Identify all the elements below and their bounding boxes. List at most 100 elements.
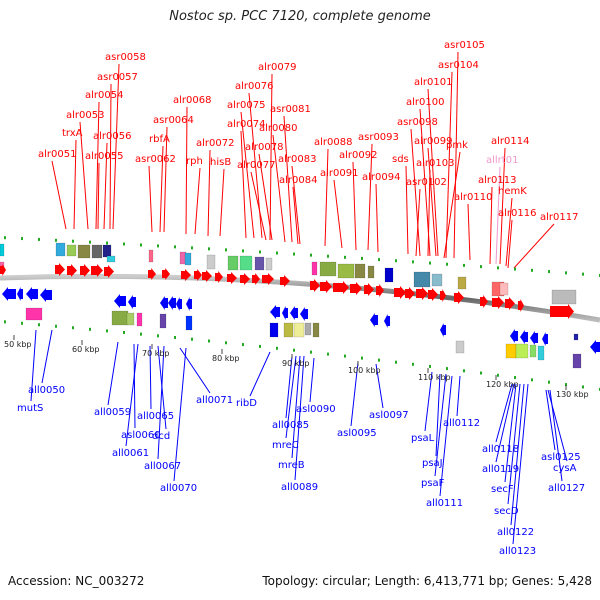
- forward-gene-label[interactable]: trxA: [62, 128, 83, 139]
- forward-gene-arrow[interactable]: [80, 264, 90, 277]
- reverse-gene-arrow[interactable]: [290, 306, 298, 320]
- reverse-gene-arrow[interactable]: [186, 297, 192, 311]
- reverse-gene-arrow[interactable]: [2, 287, 16, 301]
- reverse-gene-label[interactable]: asl0090: [296, 404, 336, 415]
- forward-gene-label[interactable]: alr0074: [227, 119, 265, 130]
- forward-gene-label[interactable]: pmk: [446, 140, 468, 151]
- reverse-gene-label[interactable]: all0118: [482, 444, 519, 455]
- reverse-gene-arrow[interactable]: [300, 307, 308, 321]
- gene-box[interactable]: [66, 244, 77, 257]
- gene-box[interactable]: [77, 244, 91, 259]
- forward-gene-label[interactable]: alr0055: [85, 151, 123, 162]
- forward-gene-arrow[interactable]: [394, 286, 406, 299]
- forward-gene-label[interactable]: alr0054: [85, 90, 123, 101]
- forward-gene-arrow[interactable]: [416, 287, 428, 300]
- reverse-gene-arrow[interactable]: [168, 296, 176, 310]
- forward-gene-label[interactable]: asr0081: [270, 104, 311, 115]
- forward-gene-arrow[interactable]: [440, 289, 446, 302]
- forward-gene-label[interactable]: alr0051: [38, 149, 76, 160]
- gene-box[interactable]: [354, 263, 366, 279]
- gene-box[interactable]: [126, 312, 135, 326]
- reverse-gene-label[interactable]: all0119: [482, 464, 519, 475]
- forward-gene-label[interactable]: asr0105: [444, 40, 485, 51]
- reverse-gene-arrow[interactable]: [590, 340, 600, 354]
- reverse-gene-label[interactable]: all0070: [160, 483, 197, 494]
- forward-gene-label[interactable]: alr0101: [414, 77, 452, 88]
- forward-gene-label[interactable]: alr0075: [227, 100, 265, 111]
- forward-gene-label[interactable]: rph: [186, 156, 203, 167]
- forward-gene-label[interactable]: alr0080: [259, 123, 297, 134]
- gene-box[interactable]: [311, 261, 318, 276]
- forward-gene-arrow[interactable]: [492, 296, 504, 309]
- forward-gene-arrow[interactable]: [480, 295, 488, 308]
- gene-box[interactable]: [136, 312, 143, 327]
- forward-gene-arrow[interactable]: [227, 272, 237, 284]
- reverse-gene-label[interactable]: all0061: [112, 448, 149, 459]
- forward-gene-label[interactable]: alr0113: [478, 175, 516, 186]
- forward-gene-label[interactable]: alr0084: [279, 175, 317, 186]
- forward-gene-label[interactable]: alr0077: [237, 160, 275, 171]
- forward-gene-arrow[interactable]: [0, 264, 6, 276]
- forward-gene-arrow[interactable]: [240, 273, 250, 285]
- reverse-gene-label[interactable]: all0065: [137, 411, 174, 422]
- reverse-gene-label[interactable]: all0123: [499, 546, 536, 557]
- gene-box[interactable]: [0, 243, 5, 257]
- forward-gene-arrow[interactable]: [350, 282, 362, 295]
- reverse-gene-label[interactable]: all0071: [196, 395, 233, 406]
- gene-box[interactable]: [239, 255, 253, 271]
- forward-gene-label[interactable]: alr0056: [93, 131, 131, 142]
- forward-gene-label[interactable]: alr0076: [235, 81, 273, 92]
- gene-box[interactable]: [227, 255, 239, 271]
- reverse-gene-label[interactable]: psaJ: [422, 458, 443, 469]
- forward-gene-label[interactable]: asr0102: [406, 177, 447, 188]
- reverse-gene-label[interactable]: mreC: [272, 440, 299, 451]
- gene-box[interactable]: [111, 310, 129, 326]
- forward-gene-label[interactable]: alr0116: [498, 208, 536, 219]
- forward-gene-arrow[interactable]: [67, 264, 77, 277]
- gene-box[interactable]: [265, 257, 273, 271]
- forward-gene-label[interactable]: alr0068: [173, 95, 211, 106]
- forward-gene-label[interactable]: alr0099: [414, 136, 452, 147]
- forward-gene-arrow[interactable]: [550, 304, 574, 319]
- forward-gene-label[interactable]: asr0093: [358, 132, 399, 143]
- gene-box[interactable]: [283, 322, 294, 338]
- gene-box[interactable]: [499, 282, 509, 296]
- reverse-gene-label[interactable]: all0111: [426, 498, 463, 509]
- gene-box[interactable]: [515, 343, 529, 359]
- forward-gene-arrow[interactable]: [320, 280, 332, 293]
- reverse-gene-label[interactable]: dcd: [152, 431, 170, 442]
- forward-gene-arrow[interactable]: [104, 265, 114, 278]
- gene-box[interactable]: [184, 252, 192, 266]
- forward-gene-label[interactable]: asr0064: [153, 115, 194, 126]
- gene-box[interactable]: [551, 289, 577, 305]
- gene-box[interactable]: [572, 353, 582, 369]
- forward-gene-arrow[interactable]: [55, 263, 65, 276]
- gene-box[interactable]: [312, 322, 320, 338]
- reverse-gene-arrow[interactable]: [282, 306, 288, 320]
- reverse-gene-label[interactable]: all0089: [281, 482, 318, 493]
- reverse-gene-arrow[interactable]: [530, 331, 538, 345]
- gene-box[interactable]: [384, 267, 394, 283]
- forward-gene-arrow[interactable]: [91, 264, 103, 277]
- gene-box[interactable]: [413, 271, 431, 288]
- gene-box[interactable]: [367, 265, 375, 279]
- gene-box[interactable]: [185, 315, 193, 331]
- forward-gene-label[interactable]: asr0058: [105, 52, 146, 63]
- forward-gene-label[interactable]: alr0091: [320, 168, 358, 179]
- gene-box[interactable]: [106, 255, 116, 263]
- reverse-gene-arrow[interactable]: [114, 294, 126, 308]
- forward-gene-label[interactable]: alr0117: [540, 212, 578, 223]
- reverse-gene-arrow[interactable]: [26, 287, 38, 301]
- forward-gene-arrow[interactable]: [262, 273, 274, 285]
- reverse-gene-label[interactable]: all0085: [272, 420, 309, 431]
- forward-gene-arrow[interactable]: [202, 270, 212, 282]
- reverse-gene-label[interactable]: psaL: [411, 433, 435, 444]
- forward-gene-label[interactable]: sds: [392, 154, 409, 165]
- forward-gene-arrow[interactable]: [505, 297, 515, 310]
- forward-gene-label[interactable]: asr0098: [397, 117, 438, 128]
- gene-box[interactable]: [254, 256, 265, 271]
- reverse-gene-label[interactable]: cysA: [553, 463, 577, 474]
- forward-gene-label[interactable]: hisB: [210, 157, 231, 168]
- reverse-gene-label[interactable]: psaF: [421, 478, 445, 489]
- forward-gene-arrow[interactable]: [310, 279, 320, 292]
